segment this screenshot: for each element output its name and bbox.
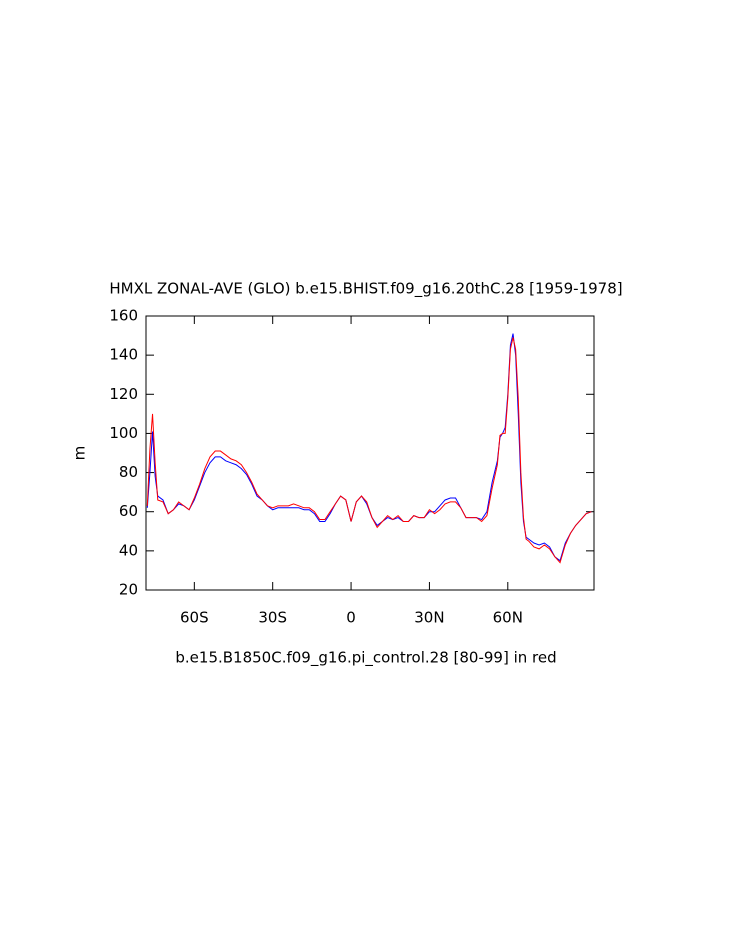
y-tick-label: 160 [109, 307, 138, 325]
x-tick-label: 30N [414, 609, 444, 627]
y-tick-label: 120 [109, 385, 138, 403]
x-tick-label: 60N [493, 609, 523, 627]
y-tick-label: 140 [109, 346, 138, 364]
x-axis-label: b.e15.B1850C.f09_g16.pi_control.28 [80-9… [175, 649, 556, 668]
y-tick-label: 60 [119, 502, 138, 520]
y-tick-label: 100 [109, 424, 138, 442]
chart-title: HMXL ZONAL-AVE (GLO) b.e15.BHIST.f09_g16… [109, 280, 622, 299]
x-tick-label: 30S [258, 609, 287, 627]
y-tick-label: 20 [119, 581, 138, 599]
x-tick-label: 60S [180, 609, 209, 627]
y-tick-label: 80 [119, 463, 138, 481]
y-tick-label: 40 [119, 541, 138, 559]
x-tick-label: 0 [346, 609, 356, 627]
plot-frame [145, 315, 595, 591]
series-line [146, 337, 592, 564]
y-axis-label: m [71, 446, 89, 461]
